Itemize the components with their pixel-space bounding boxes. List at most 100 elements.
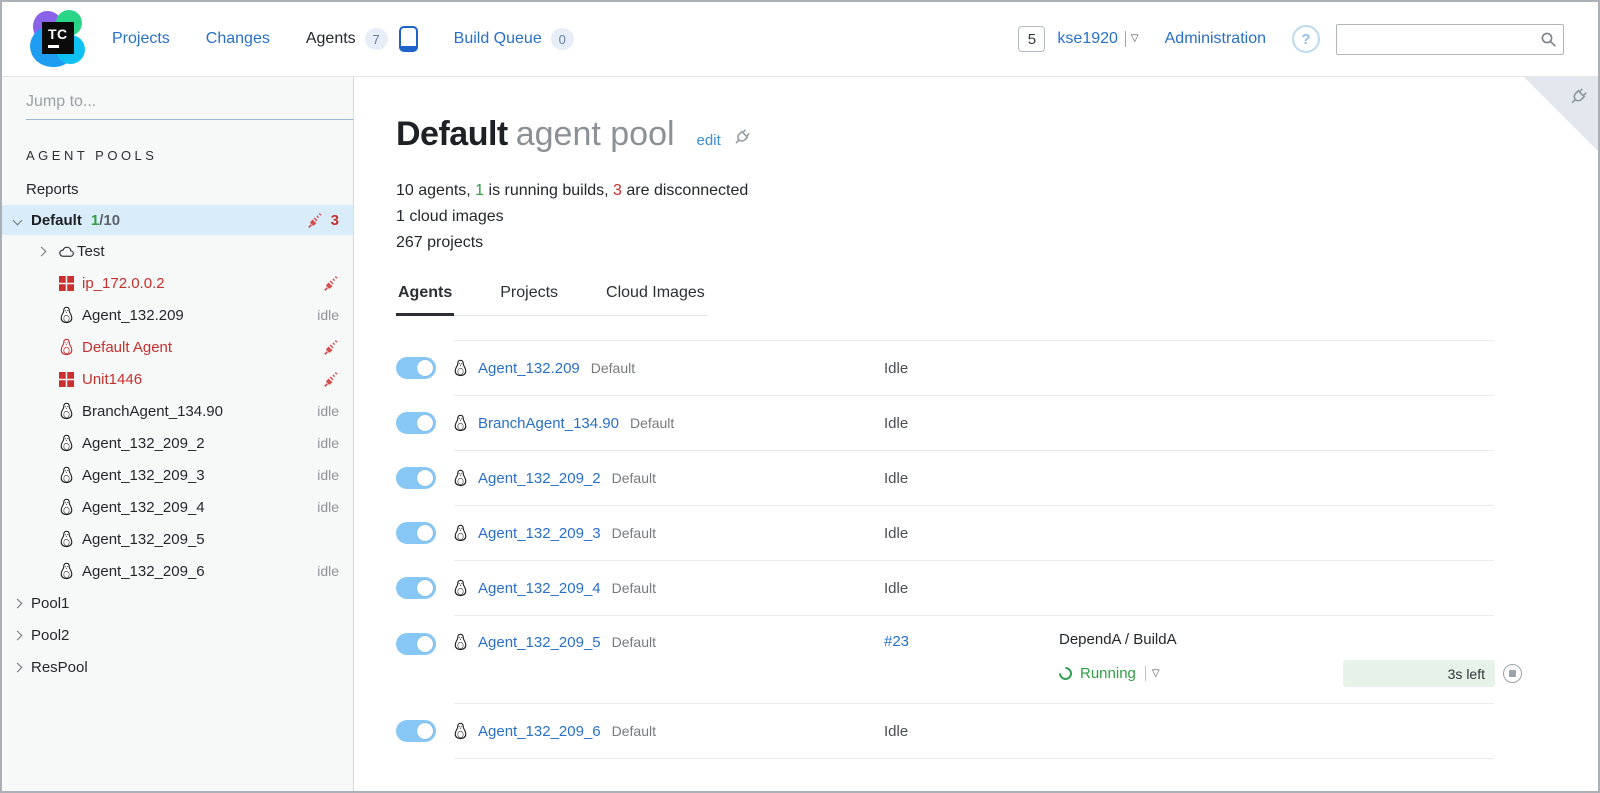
sidebar-agent-default-agent[interactable]: Default Agent <box>2 331 353 363</box>
agent-name-link[interactable]: Agent_132_209_3 <box>478 524 601 542</box>
sidebar-agent-132-209-4[interactable]: Agent_132_209_4 idle <box>2 491 353 523</box>
agent-name-link[interactable]: Agent_132_209_2 <box>478 469 601 487</box>
chevron-down-icon[interactable]: ▽ <box>1151 667 1160 679</box>
agent-pool-label: Default <box>611 723 656 739</box>
agent-enabled-toggle[interactable] <box>396 467 436 489</box>
sidebar-agent-132-209[interactable]: Agent_132.209 idle <box>2 299 353 331</box>
agent-row: Agent_132_209_6 Default Idle <box>396 704 1494 758</box>
favorites-count-box[interactable]: 5 <box>1018 26 1046 52</box>
chevron-right-icon[interactable] <box>12 598 23 608</box>
sidebar-agent-unit1446[interactable]: Unit1446 <box>2 363 353 395</box>
linux-icon <box>452 633 469 651</box>
chevron-down-icon[interactable] <box>12 215 23 225</box>
agent-name-link[interactable]: BranchAgent_134.90 <box>478 414 619 432</box>
agent-enabled-toggle[interactable] <box>396 522 436 544</box>
edit-pool-link[interactable]: edit <box>696 132 721 149</box>
row-divider <box>454 395 1494 396</box>
agents-table: Agent_132.209 Default Idle BranchAgent_1… <box>396 340 1522 759</box>
agent-enabled-toggle[interactable] <box>396 577 436 599</box>
agent-name-link[interactable]: Agent_132_209_5 <box>478 633 601 651</box>
search-box <box>1336 23 1564 55</box>
agent-pool-label: Default <box>611 580 656 596</box>
time-left-label: 3s left <box>1447 665 1485 682</box>
windows-icon <box>58 371 75 387</box>
agent-name-cell: BranchAgent_134.90 Default <box>452 414 884 432</box>
sidebar-pool-respool[interactable]: ResPool <box>2 651 353 683</box>
agent-name-cell: Agent_132_209_3 Default <box>452 524 884 542</box>
agent-row: BranchAgent_134.90 Default Idle <box>396 396 1494 450</box>
classic-ui-corner[interactable] <box>1524 77 1598 151</box>
sidebar-agent-132-209-6[interactable]: Agent_132_209_6 idle <box>2 555 353 587</box>
nav-build-queue[interactable]: Build Queue 0 <box>454 28 574 50</box>
search-icon[interactable] <box>1540 31 1557 53</box>
header-right-cluster: 5 kse1920 ▽ Administration ? <box>1018 23 1564 55</box>
agent-pool-main: Default agent pool edit 10 agents, 1 is r… <box>354 77 1598 791</box>
build-state-label[interactable]: Running <box>1080 665 1136 682</box>
agent-enabled-toggle[interactable] <box>396 720 436 742</box>
pool-tabs: Agents Projects Cloud Images <box>396 284 707 316</box>
linux-icon <box>452 579 469 597</box>
agent-status: Idle <box>884 359 909 377</box>
build-number-link[interactable]: #23 <box>884 633 910 650</box>
nav-agents[interactable]: Agents 7 <box>306 26 418 52</box>
tab-cloud-images[interactable]: Cloud Images <box>606 284 705 301</box>
separator <box>1124 31 1126 47</box>
agent-name-link[interactable]: Agent_132.209 <box>478 359 580 377</box>
row-divider <box>454 560 1494 561</box>
sidebar-pool-pool1[interactable]: Pool1 <box>2 587 353 619</box>
top-navigation-bar: TC Projects Changes Agents 7 Build Queue… <box>2 2 1598 77</box>
chevron-right-icon[interactable] <box>12 662 23 672</box>
agents-count-badge: 7 <box>364 28 388 50</box>
sidebar-pool-pool2[interactable]: Pool2 <box>2 619 353 651</box>
row-divider <box>454 703 1494 704</box>
stop-build-button[interactable] <box>1503 664 1522 683</box>
agent-enabled-toggle[interactable] <box>396 633 436 655</box>
agent-name-link[interactable]: Agent_132_209_6 <box>478 722 601 740</box>
build-path[interactable]: DependA / BuildA <box>1059 631 1177 648</box>
cloud-icon <box>58 245 75 258</box>
nav-changes[interactable]: Changes <box>205 30 270 47</box>
jump-to-underline <box>26 119 353 120</box>
agent-pool-label: Default <box>629 415 675 431</box>
plug-icon[interactable] <box>731 127 752 153</box>
sidebar-agent-branchagent[interactable]: BranchAgent_134.90 idle <box>2 395 353 427</box>
row-divider <box>454 615 1494 616</box>
sidebar-agent-ip-172[interactable]: ip_172.0.0.2 <box>2 267 353 299</box>
user-menu[interactable]: kse1920 ▽ <box>1057 30 1139 48</box>
linux-icon <box>58 338 75 356</box>
chevron-down-icon: ▽ <box>1130 33 1139 44</box>
administration-link[interactable]: Administration <box>1164 30 1266 47</box>
sidebar-agent-132-209-3[interactable]: Agent_132_209_3 idle <box>2 459 353 491</box>
teamcity-logo[interactable]: TC <box>30 10 86 68</box>
build-queue-count-badge: 0 <box>550 28 574 50</box>
content-area: AGENT POOLS Reports Default 1/10 3 Test <box>2 77 1598 791</box>
agents-panel-icon[interactable] <box>398 26 418 52</box>
sidebar-agent-132-209-5[interactable]: Agent_132_209_5 <box>2 523 353 555</box>
tab-projects[interactable]: Projects <box>500 284 559 301</box>
chevron-right-icon[interactable] <box>12 630 23 640</box>
agent-name-link[interactable]: Agent_132_209_4 <box>478 579 601 597</box>
main-nav: Projects Changes Agents 7 Build Queue 0 <box>112 26 574 52</box>
pool-disconnected-count: 3 <box>330 211 339 229</box>
chevron-right-icon[interactable] <box>36 246 47 256</box>
agent-enabled-toggle[interactable] <box>396 412 436 434</box>
linux-icon <box>58 306 75 324</box>
agent-row: Agent_132_209_4 Default Idle <box>396 561 1494 615</box>
search-input[interactable] <box>1336 23 1564 55</box>
jump-to-input[interactable] <box>26 89 326 119</box>
nav-projects[interactable]: Projects <box>112 30 170 47</box>
linux-icon <box>58 498 75 516</box>
tab-agents[interactable]: Agents <box>396 284 455 316</box>
agent-pool-label: Default <box>611 470 656 486</box>
running-build-cell: DependA / BuildA Running ▽ 3s left <box>1056 631 1522 687</box>
agent-status: Idle <box>884 524 909 542</box>
agent-enabled-toggle[interactable] <box>396 357 436 379</box>
plug-icon[interactable] <box>1567 86 1589 113</box>
sidebar-agent-132-209-2[interactable]: Agent_132_209_2 idle <box>2 427 353 459</box>
sidebar-pool-default-selected[interactable]: Default 1/10 3 <box>2 205 353 235</box>
row-divider <box>454 450 1494 451</box>
sidebar-item-reports[interactable]: Reports <box>26 180 79 198</box>
build-progress-bar: 3s left <box>1343 660 1495 687</box>
sidebar-item-test-cloud[interactable]: Test <box>2 235 353 267</box>
help-icon[interactable]: ? <box>1292 25 1320 53</box>
